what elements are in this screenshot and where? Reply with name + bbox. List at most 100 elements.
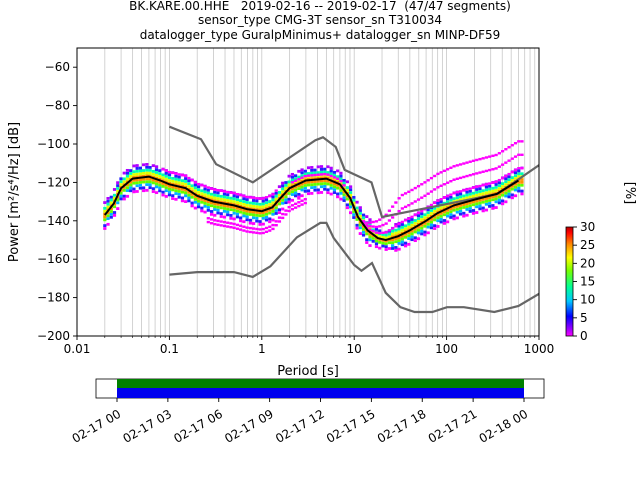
heatmap-bin	[484, 183, 489, 186]
heatmap-bin	[371, 225, 375, 228]
heatmap-bin	[122, 186, 126, 189]
heatmap-bin	[306, 172, 311, 175]
heatmap-bin	[374, 233, 379, 237]
heatmap-bin	[329, 172, 333, 176]
heatmap-bin	[326, 179, 330, 183]
heatmap-bin	[255, 202, 259, 206]
heatmap-bin	[488, 187, 492, 191]
timeline-tick-label: 02-17 18	[375, 407, 429, 446]
heatmap-bin	[235, 215, 240, 219]
heatmap-bin	[303, 184, 307, 187]
heatmap-bin	[135, 169, 139, 173]
heatmap-bin	[180, 182, 185, 185]
heatmap-bin	[164, 169, 168, 172]
heatmap-bin	[268, 225, 272, 228]
heatmap-bin	[297, 197, 301, 200]
heatmap-bin	[248, 230, 252, 234]
heatmap-bin	[517, 189, 521, 193]
heatmap-bin	[209, 195, 214, 199]
heatmap-bin	[481, 183, 485, 187]
heatmap-bin	[119, 177, 123, 181]
heatmap-bin	[449, 198, 453, 202]
heatmap-bin	[355, 209, 359, 213]
heatmap-bin	[371, 237, 375, 240]
heatmap-bin	[365, 229, 369, 233]
heatmap-bin	[209, 218, 214, 221]
heatmap-bin	[248, 221, 252, 225]
heatmap-bin	[200, 209, 204, 213]
heatmap-bin	[507, 172, 511, 176]
heatmap-bin	[226, 225, 230, 228]
heatmap-bin	[174, 197, 178, 201]
heatmap-bin	[161, 176, 165, 180]
heatmap-bin	[384, 213, 388, 217]
heatmap-bin	[374, 225, 379, 229]
heatmap-bin	[138, 181, 142, 184]
heatmap-bin	[193, 195, 197, 198]
heatmap-bin	[161, 184, 165, 188]
heatmap-bin	[339, 174, 343, 178]
heatmap-bin	[222, 190, 227, 193]
heatmap-bin	[145, 165, 149, 169]
heatmap-bin	[290, 172, 294, 176]
heatmap-bin	[361, 213, 366, 217]
heatmap-bin	[294, 206, 298, 209]
heatmap-bin	[323, 172, 327, 176]
heatmap-bin	[442, 196, 446, 199]
heatmap-bin	[352, 210, 356, 214]
heatmap-bin	[345, 203, 349, 207]
heatmap-bin	[274, 212, 278, 215]
heatmap-bin	[303, 189, 307, 193]
heatmap-bin	[378, 240, 382, 244]
heatmap-bin	[416, 220, 421, 223]
heatmap-bin	[103, 215, 107, 219]
heatmap-bin	[361, 233, 366, 237]
heatmap-bin	[125, 177, 130, 181]
heatmap-bin	[112, 196, 117, 200]
heatmap-bin	[497, 178, 501, 182]
heatmap-bin	[300, 182, 304, 186]
heatmap-bin	[261, 227, 265, 231]
heatmap-bin	[184, 180, 188, 183]
heatmap-bin	[316, 179, 320, 183]
heatmap-bin	[491, 181, 495, 184]
heatmap-bin	[449, 195, 453, 199]
heatmap-bin	[510, 196, 514, 200]
heatmap-bin	[119, 180, 123, 184]
heatmap-bin	[517, 167, 521, 170]
heatmap-bin	[167, 176, 172, 180]
heatmap-bin	[484, 169, 489, 173]
heatmap-bin	[488, 202, 492, 205]
heatmap-bin	[391, 232, 395, 236]
heatmap-bin	[222, 209, 227, 213]
heatmap-bin	[413, 227, 417, 231]
heatmap-bin	[510, 184, 514, 188]
heatmap-bin	[109, 212, 113, 216]
heatmap-bin	[177, 192, 181, 196]
heatmap-bin	[378, 225, 382, 228]
heatmap-bin	[465, 205, 469, 208]
heatmap-bin	[391, 241, 395, 245]
heatmap-bin	[336, 186, 340, 190]
heatmap-bin	[287, 192, 291, 195]
heatmap-bin	[294, 194, 298, 198]
heatmap-bin	[407, 231, 411, 235]
y-tick-label: −80	[45, 99, 70, 113]
heatmap-bin	[300, 188, 304, 192]
heatmap-bin	[232, 192, 236, 195]
heatmap-bin	[158, 180, 162, 184]
heatmap-bin	[507, 181, 511, 184]
heatmap-bin	[197, 199, 201, 203]
heatmap-bin	[442, 213, 446, 217]
heatmap-bin	[258, 197, 262, 200]
heatmap-bin	[248, 213, 252, 216]
heatmap-bin	[504, 194, 508, 198]
heatmap-bin	[368, 228, 372, 231]
heatmap-bin	[352, 213, 356, 217]
heatmap-bin	[504, 161, 508, 164]
timeline-tick-label: 02-17 21	[426, 407, 480, 446]
heatmap-bin	[138, 178, 142, 181]
heatmap-bin	[378, 246, 382, 250]
heatmap-bin	[475, 199, 479, 203]
heatmap-bin	[222, 207, 227, 210]
